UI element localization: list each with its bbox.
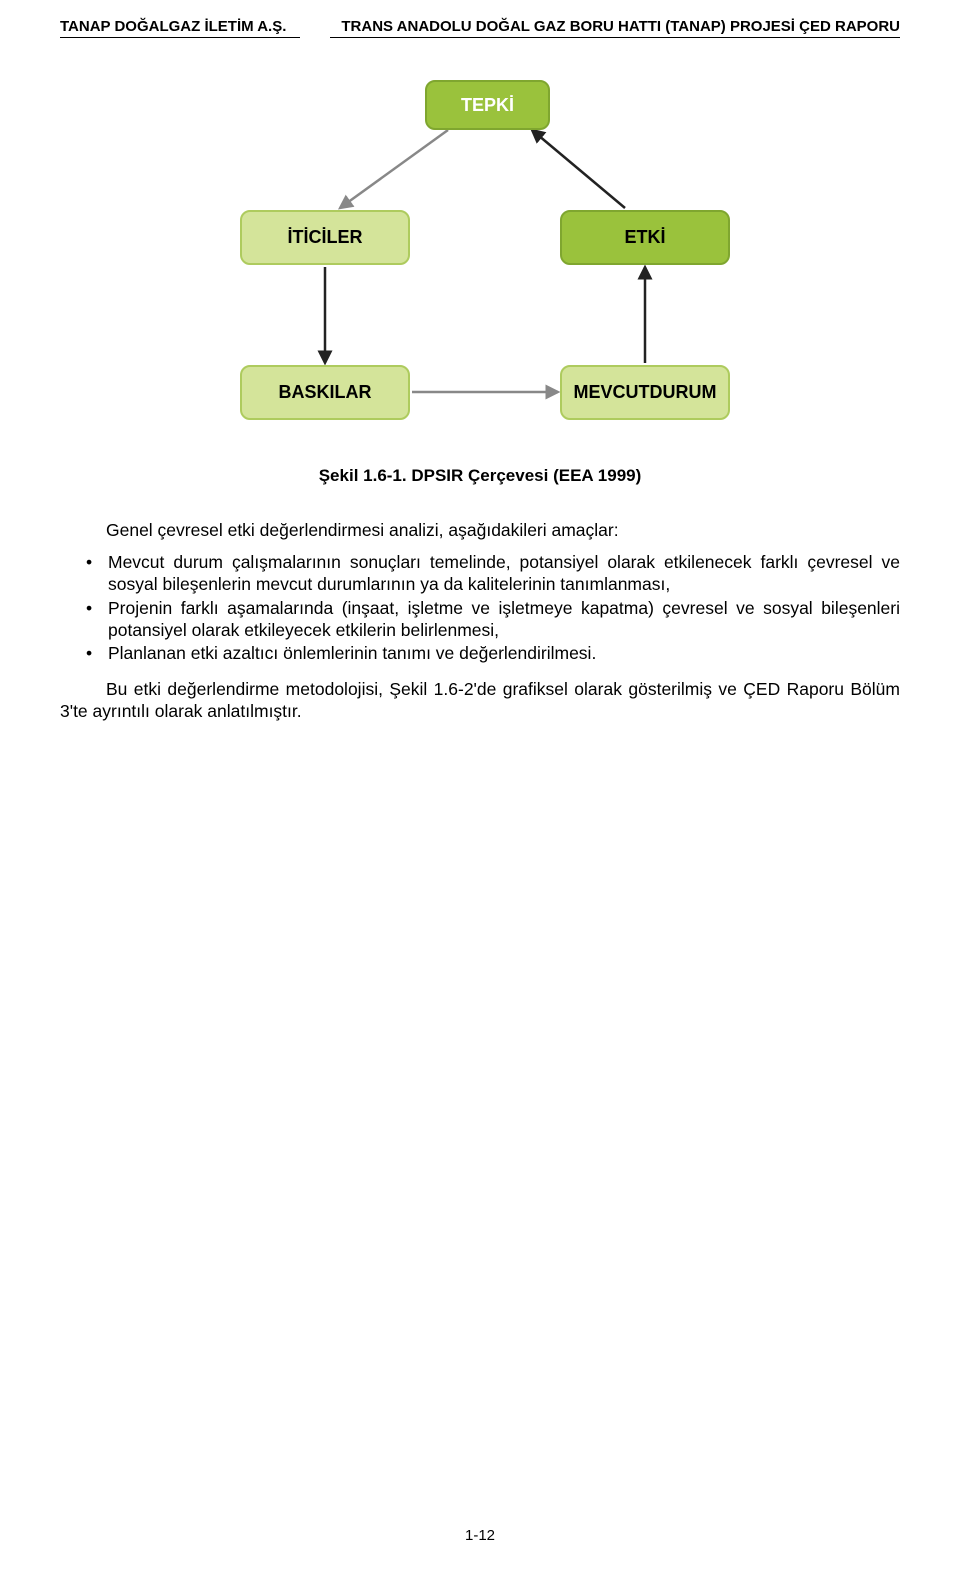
page-header: TANAP DOĞALGAZ İLETİM A.Ş. TRANS ANADOLU…	[0, 0, 960, 40]
closing-paragraph: Bu etki değerlendirme metodolojisi, Şeki…	[60, 679, 900, 723]
node-baskilar: BASKILAR	[240, 365, 410, 420]
node-iticiler: İTİCİLER	[240, 210, 410, 265]
dpsir-diagram: TEPKİ İTİCİLER ETKİ BASKILAR MEVCUTDURUM	[180, 70, 780, 460]
intro-paragraph: Genel çevresel etki değerlendirmesi anal…	[60, 520, 900, 542]
bullet-item: Projenin farklı aşamalarında (inşaat, iş…	[84, 598, 900, 642]
node-etki: ETKİ	[560, 210, 730, 265]
header-left: TANAP DOĞALGAZ İLETİM A.Ş.	[60, 18, 300, 38]
header-right: TRANS ANADOLU DOĞAL GAZ BORU HATTI (TANA…	[330, 18, 900, 38]
body-text: Genel çevresel etki değerlendirmesi anal…	[60, 520, 900, 723]
bullet-list: Mevcut durum çalışmalarının sonuçları te…	[84, 552, 900, 665]
page-number: 1-12	[0, 1527, 960, 1544]
node-mevcut: MEVCUTDURUM	[560, 365, 730, 420]
edge-etki-tepki	[532, 130, 625, 208]
bullet-item: Planlanan etki azaltıcı önlemlerinin tan…	[84, 643, 900, 665]
figure-caption: Şekil 1.6-1. DPSIR Çerçevesi (EEA 1999)	[0, 466, 960, 486]
node-tepki: TEPKİ	[425, 80, 550, 130]
edge-tepki-iticiler	[340, 130, 448, 208]
bullet-item: Mevcut durum çalışmalarının sonuçları te…	[84, 552, 900, 596]
